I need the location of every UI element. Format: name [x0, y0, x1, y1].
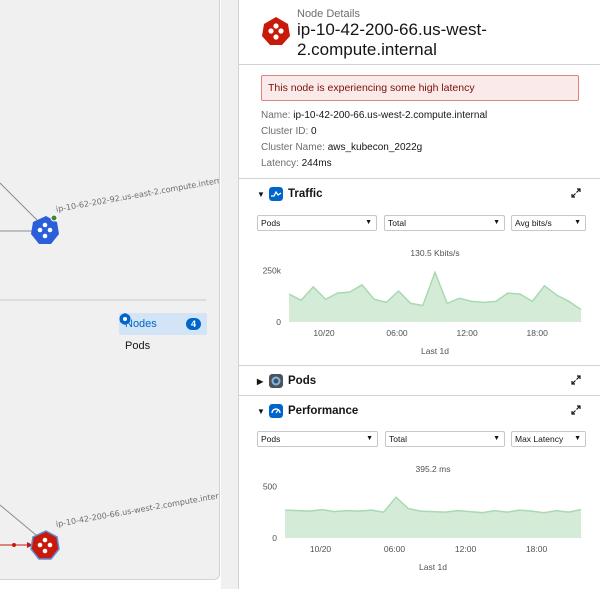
expand-icon[interactable]: [571, 375, 581, 385]
area-fill: [289, 272, 581, 322]
panel-title: ip-10-42-200-66.us-west-2.compute.intern…: [297, 20, 487, 59]
select-value: Total: [389, 434, 407, 444]
chevron-down-icon: ▼: [366, 435, 373, 442]
edge-endpoint: [12, 543, 16, 547]
area-fill: [285, 497, 581, 538]
traffic-title: Traffic: [288, 188, 323, 200]
info-latency: Latency: 244ms: [261, 158, 332, 169]
performance-select-metric[interactable]: Max Latency ▼: [511, 431, 586, 447]
caret-right-icon: ▶: [257, 376, 264, 386]
select-value: Avg bits/s: [515, 218, 552, 228]
info-value: 244ms: [301, 158, 332, 169]
info-label: Latency:: [261, 158, 299, 169]
x-tick-label: 18:00: [526, 544, 548, 554]
chevron-down-icon: ▼: [574, 219, 581, 226]
performance-section-header[interactable]: ▼ Performance: [257, 402, 587, 420]
traffic-select-metric[interactable]: Avg bits/s ▼: [511, 215, 586, 231]
x-tick-label: 12:00: [455, 544, 477, 554]
divider: [239, 178, 600, 179]
chevron-down-icon: ▼: [493, 219, 500, 226]
y-tick-label: 250k: [263, 265, 282, 275]
expand-icon[interactable]: [571, 188, 581, 198]
performance-chart: 395.2 ms 500 0 10/20 06:00 12:00 18:00 Last 1d: [263, 464, 582, 572]
chart-value-label: 395.2 ms: [416, 464, 451, 474]
performance-select-scope[interactable]: Total ▼: [385, 431, 505, 447]
divider: [239, 365, 600, 366]
edge-arrow-icon: [27, 542, 33, 548]
x-tick-label: 18:00: [527, 328, 549, 338]
divider: [239, 64, 600, 65]
topology-edge: [0, 504, 43, 541]
topology-legend: Nodes 4 Pods: [119, 313, 207, 357]
traffic-section-header[interactable]: ▼ Traffic: [257, 185, 587, 203]
legend-pods-label: Pods: [125, 340, 151, 352]
topology-node-2[interactable]: [30, 530, 60, 560]
caret-down-icon: ▼: [257, 189, 265, 199]
info-value: ip-10-42-200-66.us-west-2.compute.intern…: [293, 110, 488, 121]
info-value: aws_kubecon_2022g: [327, 142, 423, 153]
info-label: Name:: [261, 110, 291, 121]
pods-title: Pods: [288, 375, 317, 387]
panel-kicker: Node Details: [297, 8, 360, 20]
pods-icon: [269, 374, 283, 388]
traffic-chart: 130.5 Kbits/s 250k 0 10/20 06:00 12:00 18:00 La…: [263, 248, 582, 356]
performance-select-type[interactable]: Pods ▼: [257, 431, 378, 447]
y-tick-label: 0: [276, 317, 281, 327]
traffic-select-scope[interactable]: Total ▼: [384, 215, 505, 231]
pod-icon: [119, 313, 131, 325]
select-value: Pods: [261, 434, 281, 444]
info-value: 0: [311, 126, 317, 137]
topology-graph: [0, 182, 206, 560]
info-cluster-name: Cluster Name: aws_kubecon_2022g: [261, 142, 422, 153]
pods-section-header[interactable]: ▶ Pods: [257, 372, 587, 390]
panel-gutter: [221, 0, 238, 589]
caret-down-icon: ▼: [257, 406, 265, 416]
legend-pods[interactable]: Pods: [119, 313, 207, 357]
x-tick-label: 12:00: [456, 328, 478, 338]
chevron-down-icon: ▼: [365, 219, 372, 226]
traffic-icon: [269, 187, 283, 201]
series-line: [284, 496, 582, 514]
info-cluster-id: Cluster ID: 0: [261, 126, 317, 137]
expand-icon[interactable]: [571, 405, 581, 415]
topology-canvas[interactable]: ip-10-62-202-92.us-east-2.compute.intern…: [0, 0, 220, 580]
nodes-count-badge: 4: [185, 318, 201, 330]
x-tick-label: 06:00: [386, 328, 408, 338]
chevron-down-icon: ▼: [493, 435, 500, 442]
legend-nodes[interactable]: Nodes 4: [119, 313, 207, 335]
select-value: Total: [388, 218, 406, 228]
status-dot: [50, 214, 58, 222]
latency-alert: This node is experiencing some high late…: [261, 75, 579, 101]
select-value: Pods: [261, 218, 281, 228]
x-tick-label: 10/20: [313, 328, 335, 338]
x-axis-label: Last 1d: [419, 562, 447, 572]
node-alert-icon: [262, 17, 290, 45]
x-tick-label: 10/20: [310, 544, 332, 554]
chart-value-label: 130.5 Kbits/s: [410, 248, 459, 258]
info-label: Cluster ID:: [261, 126, 309, 137]
x-tick-label: 06:00: [384, 544, 406, 554]
select-value: Max Latency: [515, 434, 564, 444]
topology-node-1[interactable]: [31, 214, 59, 244]
divider: [239, 395, 600, 396]
info-label: Cluster Name:: [261, 142, 325, 153]
traffic-select-type[interactable]: Pods ▼: [257, 215, 377, 231]
y-tick-label: 500: [263, 481, 277, 491]
x-axis-label: Last 1d: [421, 346, 449, 356]
chevron-down-icon: ▼: [574, 435, 581, 442]
gauge-icon: [269, 404, 283, 418]
performance-title: Performance: [288, 405, 359, 417]
node-details-panel: Node Details ip-10-42-200-66.us-west-2.c…: [238, 0, 600, 589]
info-name: Name: ip-10-42-200-66.us-west-2.compute.…: [261, 110, 487, 121]
y-tick-label: 0: [272, 533, 277, 543]
legend-nodes-label: Nodes: [125, 318, 157, 330]
